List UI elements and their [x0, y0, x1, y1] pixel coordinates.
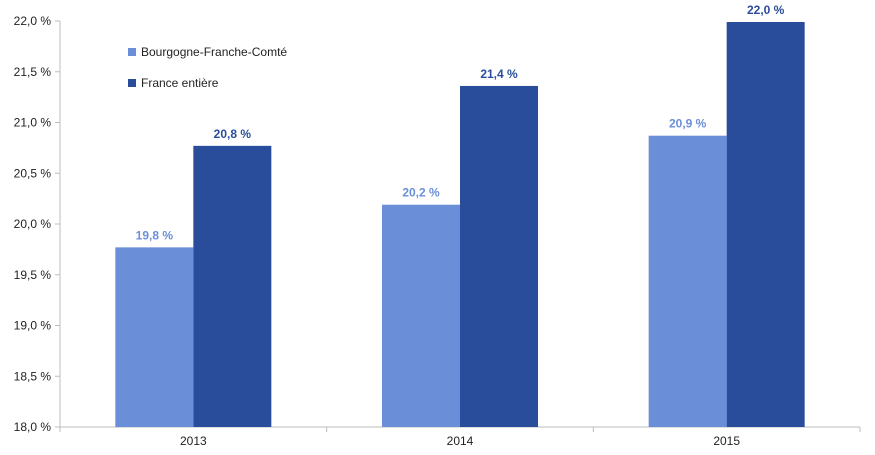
- legend-swatch: [128, 79, 136, 87]
- data-label: 22,0 %: [747, 3, 785, 17]
- y-tick-label: 18,0 %: [14, 420, 52, 434]
- bar-france-entiere-2014: [460, 85, 538, 428]
- bar-bourgogne-franche-comte-2013: [115, 247, 194, 427]
- y-tick-label: 20,0 %: [14, 217, 52, 231]
- y-tick-label: 19,0 %: [14, 319, 52, 333]
- y-tick-label: 21,5 %: [14, 65, 52, 79]
- x-tick-label: 2015: [713, 434, 740, 448]
- bar-bourgogne-franche-comte-2015: [648, 135, 727, 427]
- y-tick-label: 20,5 %: [14, 166, 52, 180]
- data-labels: 19,8 % 20,8 % 20,2 % 21,4 % 20,9 % 22,0 %: [136, 3, 785, 242]
- bars: [115, 22, 805, 428]
- data-label: 19,8 %: [136, 228, 174, 242]
- legend-label: Bourgogne-Franche-Comté: [141, 45, 287, 59]
- legend-swatch: [128, 48, 136, 56]
- bar-france-entiere-2015: [726, 22, 805, 427]
- y-tick-label: 22,0 %: [14, 14, 52, 28]
- x-tick-label: 2014: [447, 434, 474, 448]
- y-tick-label: 21,0 %: [14, 116, 52, 130]
- data-label: 20,2 %: [402, 186, 440, 200]
- x-tick-label: 2013: [180, 434, 207, 448]
- bar-bourgogne-franche-comte-2014: [382, 204, 460, 427]
- x-axis: 2013 2014 2015: [59, 426, 861, 448]
- bar-france-entiere-2013: [193, 145, 272, 427]
- y-tick-label: 19,5 %: [14, 268, 52, 282]
- data-label: 20,8 %: [214, 127, 252, 141]
- data-label: 20,9 %: [669, 117, 707, 131]
- legend-label: France entière: [141, 76, 219, 90]
- y-axis: 18,0 % 18,5 % 19,0 % 19,5 % 20,0 % 20,5 % 21,0…: [14, 14, 61, 434]
- data-label: 21,4 %: [480, 67, 518, 81]
- legend: Bourgogne-Franche-Comté France entière: [128, 45, 287, 90]
- y-tick-label: 18,5 %: [14, 369, 52, 383]
